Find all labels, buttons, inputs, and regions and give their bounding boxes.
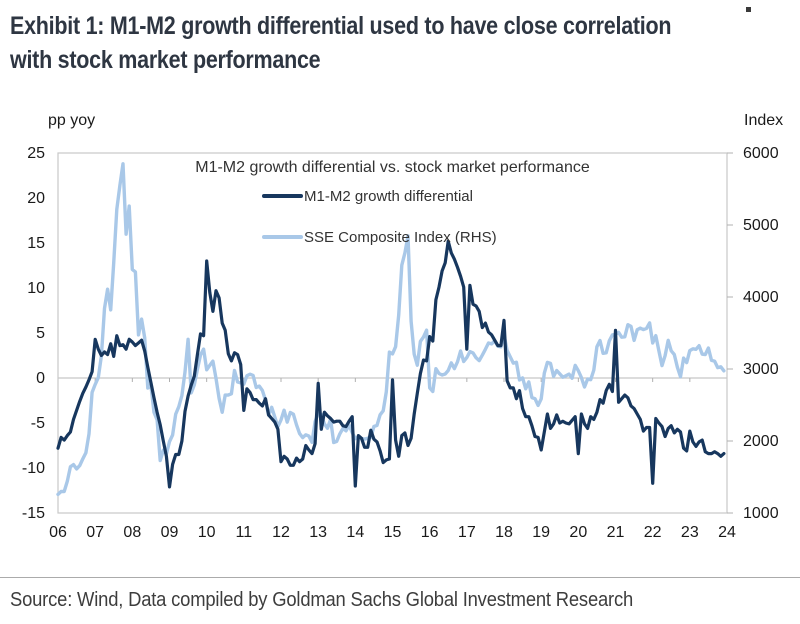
x-axis-tick-label: 22 <box>644 524 662 541</box>
x-axis-tick-label: 21 <box>607 524 625 541</box>
left-axis-tick-label: 10 <box>27 280 45 297</box>
right-axis-tick-label: 1000 <box>743 505 779 522</box>
right-axis-tick-label: 6000 <box>743 145 779 162</box>
x-axis-tick-label: 19 <box>532 524 550 541</box>
left-axis-tick-label: -5 <box>31 415 45 432</box>
x-axis-tick-label: 23 <box>681 524 699 541</box>
sse-composite-line <box>56 162 726 497</box>
x-axis-tick-label: 10 <box>198 524 216 541</box>
right-axis-tick-label: 3000 <box>743 361 779 378</box>
left-axis-tick-label: 20 <box>27 190 45 207</box>
x-axis-tick-label: 07 <box>86 524 104 541</box>
legend-item-sse: SSE Composite Index (RHS) <box>262 227 497 247</box>
source-text: Source: Wind, Data compiled by Goldman S… <box>10 589 634 611</box>
x-axis-tick-label: 24 <box>718 524 736 541</box>
sse-line-swatch <box>262 235 303 239</box>
chart-title: M1-M2 growth differential vs. stock mark… <box>195 159 590 176</box>
left-axis-tick-label: 5 <box>36 325 45 342</box>
right-axis-tick-label: 2000 <box>743 433 779 450</box>
exhibit-title: Exhibit 1: M1-M2 growth differential use… <box>10 9 800 77</box>
legend-item-m1m2: M1-M2 growth differential <box>262 186 497 206</box>
right-axis-unit-label: Index <box>744 112 784 129</box>
legend-label-sse: SSE Composite Index (RHS) <box>304 228 497 246</box>
source-divider <box>0 577 800 578</box>
x-axis-tick-label: 06 <box>49 524 67 541</box>
exhibit-title-line-2: with stock market performance <box>10 46 321 74</box>
left-axis-tick-label: -15 <box>22 505 45 522</box>
plot-frame <box>57 152 728 514</box>
x-axis-tick-label: 08 <box>123 524 141 541</box>
x-axis-tick-label: 12 <box>272 524 290 541</box>
x-axis-tick-label: 15 <box>384 524 402 541</box>
x-axis-tick-label: 16 <box>421 524 439 541</box>
x-axis-tick-label: 17 <box>458 524 476 541</box>
x-axis-tick-label: 09 <box>161 524 179 541</box>
left-axis-tick-label: 25 <box>27 145 45 162</box>
exhibit-title-line-1: Exhibit 1: M1-M2 growth differential use… <box>10 12 672 40</box>
chart-legend: M1-M2 growth differential SSE Composite … <box>262 186 497 268</box>
left-axis-tick-label: -10 <box>22 460 45 477</box>
page-corner-mark <box>746 7 751 12</box>
m1m2-line-swatch <box>262 194 303 198</box>
x-axis-tick-label: 18 <box>495 524 513 541</box>
left-axis-unit-label: pp yoy <box>48 112 96 129</box>
x-axis-tick-label: 20 <box>569 524 587 541</box>
x-axis-tick-label: 14 <box>346 524 364 541</box>
chart-canvas: 6000 5000 4000 3000 2000 1000 25 20 15 10 5 0 -5 -10 -… <box>22 145 779 541</box>
m1-m2-line <box>56 239 726 489</box>
x-axis-tick-label: 13 <box>309 524 327 541</box>
x-axis-tick-label: 11 <box>236 524 253 541</box>
right-axis-tick-label: 4000 <box>743 289 779 306</box>
left-axis-tick-label: 0 <box>36 370 45 387</box>
right-axis-tick-label: 5000 <box>743 217 779 234</box>
left-axis-tick-label: 15 <box>27 235 45 252</box>
legend-label-m1m2: M1-M2 growth differential <box>304 187 473 205</box>
